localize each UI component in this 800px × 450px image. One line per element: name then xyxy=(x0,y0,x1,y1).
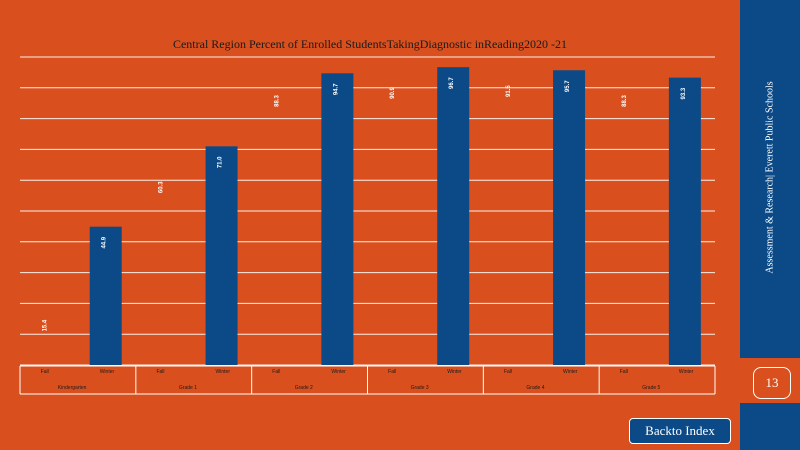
data-label: 96.7 xyxy=(449,77,455,89)
category-tick-label: Fall xyxy=(388,369,396,375)
org-text: Assessment & Research| Everett Public Sc… xyxy=(764,81,776,274)
category-tick-label: Winter xyxy=(679,369,694,375)
category-tick-label: Fall xyxy=(41,369,49,375)
data-label: 71.0 xyxy=(218,156,224,168)
bar-chart: Central Region Percent of Enrolled Stude… xyxy=(19,37,716,395)
category-axis: Fall Winter Kindergarten Fall Winter Grade 1 F… xyxy=(19,365,716,395)
data-labels-group: 15.4 44.9 60.3 71.0 88.3 94.7 90.9 96.7 91.5 95.7… xyxy=(43,77,687,332)
category-tick-label: Winter xyxy=(216,369,231,375)
data-label: 95.7 xyxy=(565,80,571,92)
category-tick-label: Winter xyxy=(447,369,462,375)
category-tick-label: Fall xyxy=(504,369,512,375)
data-label: 15.4 xyxy=(43,319,49,331)
category-tick-label: Winter xyxy=(563,369,578,375)
data-label: 60.3 xyxy=(158,181,164,193)
page-number-badge: 13 xyxy=(753,367,791,399)
bar xyxy=(321,73,354,365)
bar xyxy=(668,77,701,366)
back-to-index-button[interactable]: Backto Index xyxy=(629,418,731,444)
bar xyxy=(553,70,586,365)
sidebar-panel xyxy=(740,0,800,358)
bar xyxy=(437,67,470,365)
category-tick-label: Winter xyxy=(331,369,346,375)
group-label: Kindergarten xyxy=(58,385,87,391)
bars-group xyxy=(89,67,701,366)
data-label: 88.3 xyxy=(622,95,628,107)
group-label: Grade 4 xyxy=(526,385,544,391)
category-tick-label: Winter xyxy=(100,369,115,375)
group-label: Grade 2 xyxy=(295,385,313,391)
data-label: 91.5 xyxy=(506,85,512,97)
data-label: 94.7 xyxy=(333,83,339,95)
category-tick-label: Fall xyxy=(272,369,280,375)
data-label: 90.9 xyxy=(390,87,396,99)
gridlines xyxy=(20,56,715,366)
data-label: 44.9 xyxy=(102,236,108,248)
sidebar-footer xyxy=(740,403,800,450)
group-label: Grade 1 xyxy=(179,385,197,391)
chart-title: Central Region Percent of Enrolled Stude… xyxy=(173,37,567,51)
category-tick-label: Fall xyxy=(620,369,628,375)
group-label: Grade 3 xyxy=(411,385,429,391)
category-tick-label: Fall xyxy=(156,369,164,375)
bar xyxy=(89,226,122,365)
data-label: 93.3 xyxy=(681,87,687,99)
group-label: Grade 5 xyxy=(642,385,660,391)
bar xyxy=(205,146,238,365)
data-label: 88.3 xyxy=(274,95,280,107)
